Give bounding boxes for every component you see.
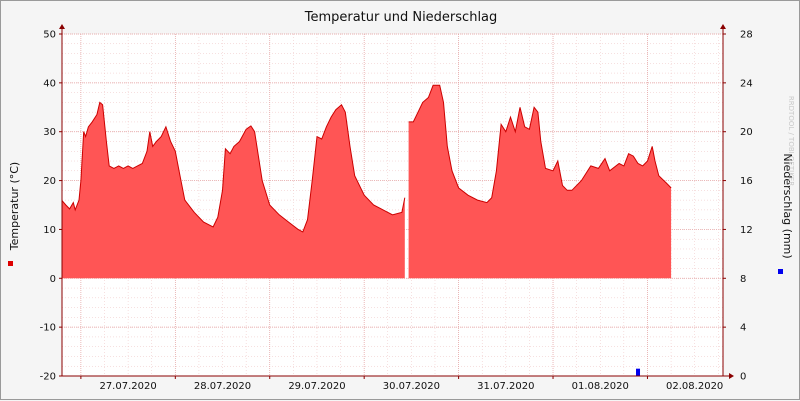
y2-tick-label: 0	[740, 372, 746, 383]
temperature-line-segment-2	[408, 84, 672, 204]
x-axis-arrow	[729, 373, 734, 379]
axes	[59, 24, 734, 379]
y-tick-label: -10	[40, 323, 56, 334]
precipitation-legend-swatch	[778, 269, 783, 274]
y-tick-label: 20	[43, 176, 56, 187]
tick-labels: 50403020100-10-20282420161284027.07.2020…	[40, 30, 753, 393]
x-tick-label: 29.07.2020	[288, 381, 345, 392]
x-tick-label: 30.07.2020	[383, 381, 440, 392]
precipitation-bars	[636, 368, 641, 376]
temperature-area-segment-2	[408, 85, 672, 279]
y-tick-label: 30	[43, 127, 56, 138]
y-tick-label: 0	[50, 274, 56, 285]
x-tick-label: 31.07.2020	[477, 381, 534, 392]
x-tick-label: 01.08.2020	[572, 381, 629, 392]
x-tick-label: 27.07.2020	[99, 381, 156, 392]
temperature-area	[61, 84, 672, 279]
y2-tick-label: 8	[740, 274, 746, 285]
y-axis-arrow	[59, 24, 65, 29]
x-tick-label: 02.08.2020	[666, 381, 723, 392]
y-tick-label: 10	[43, 225, 56, 236]
temperature-area-segment-1	[62, 102, 405, 279]
y2-axis-label: Niederschlag (mm)	[781, 153, 794, 258]
y2-tick-label: 20	[740, 127, 753, 138]
y2-tick-label: 4	[740, 323, 746, 334]
y2-tick-label: 28	[740, 30, 753, 41]
x-tick-label: 28.07.2020	[194, 381, 251, 392]
y-tick-label: 40	[43, 78, 56, 89]
y2-axis-arrow	[720, 24, 726, 29]
y-axis-label: Temperatur (°C)	[8, 162, 21, 251]
y2-tick-label: 12	[740, 225, 753, 236]
y2-tick-label: 24	[740, 78, 753, 89]
temperature-line-segment-1	[61, 101, 406, 233]
precipitation-bar	[636, 368, 641, 376]
y-tick-label: -20	[40, 372, 56, 383]
y2-tick-label: 16	[740, 176, 753, 187]
y-tick-label: 50	[43, 30, 56, 41]
watermark: RRDTOOL / TOBI OETIKER	[787, 96, 795, 186]
chart-title: Temperatur und Niederschlag	[304, 10, 498, 25]
temperature-legend-swatch	[8, 261, 13, 266]
